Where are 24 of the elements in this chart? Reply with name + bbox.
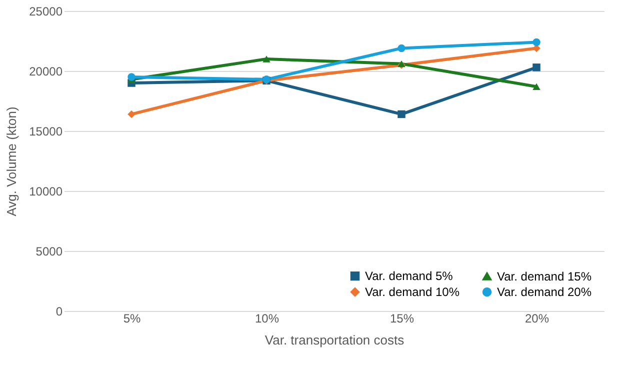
point xyxy=(532,83,540,90)
point xyxy=(262,56,270,62)
x-tick-label: 15% xyxy=(390,312,414,326)
legend-label: Var. demand 5% xyxy=(365,269,454,284)
x-axis-title: Var. transportation costs xyxy=(264,332,405,348)
legend-label: Var. demand 10% xyxy=(365,285,460,299)
y-tick-label: 5000 xyxy=(36,244,63,258)
point xyxy=(398,44,406,52)
x-tick-label: 10% xyxy=(254,312,280,326)
x-tick-label: 5% xyxy=(123,312,141,326)
y-tick-label: 15000 xyxy=(29,124,63,138)
point xyxy=(532,64,540,72)
x-tick-label: 20% xyxy=(524,312,550,326)
point xyxy=(128,73,136,81)
y-tick-label: 10000 xyxy=(29,184,63,198)
y-tick-label: 25000 xyxy=(29,4,63,18)
y-tick-label: 0 xyxy=(56,304,63,318)
legend-label: Var. demand 15% xyxy=(497,269,592,284)
y-tick-label: 20000 xyxy=(29,64,63,78)
legend-label: Var. demand 20% xyxy=(497,285,592,299)
point xyxy=(128,110,136,118)
y-axis-title: Avg. Volume (kton) xyxy=(4,106,20,216)
point xyxy=(398,110,406,118)
point xyxy=(532,38,540,46)
